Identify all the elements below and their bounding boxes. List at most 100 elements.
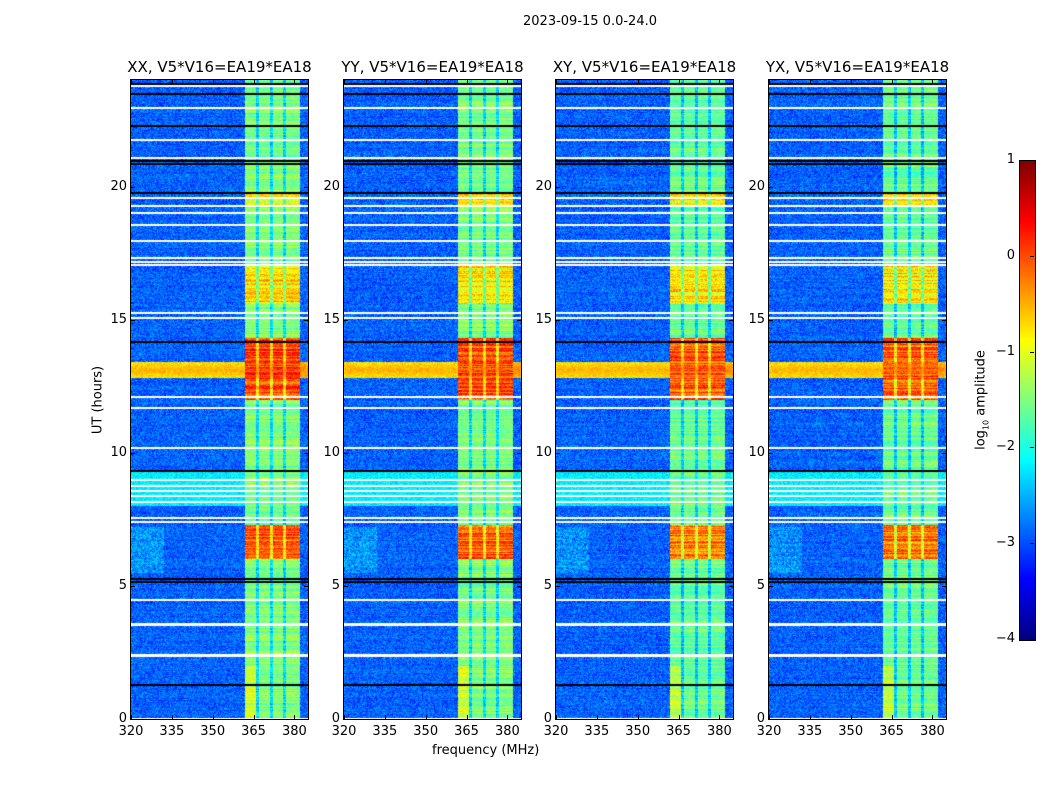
y-tick-label: 20 [535,178,552,194]
x-tick-mark [596,715,598,719]
x-tick-label: 350 [838,724,864,739]
x-tick-mark [253,80,255,84]
x-tick-mark [769,715,770,719]
x-tick-label: 350 [413,724,439,739]
y-tick-mark [729,319,733,321]
colorbar-label: log10 amplitude [974,350,991,450]
y-tick-label: 20 [323,178,340,194]
colorbar-gradient [1020,161,1035,640]
x-tick-mark [850,80,852,84]
y-tick-mark [729,452,733,454]
y-tick-mark [344,719,348,720]
y-tick-mark [344,452,348,454]
y-tick-mark [556,186,560,188]
y-tick-label: 10 [323,444,340,460]
y-tick-mark [304,319,308,321]
y-tick-label: 5 [756,577,765,593]
x-tick-mark [769,80,770,84]
y-tick-mark [131,319,135,321]
colorbar-tick-label: −3 [995,535,1015,551]
y-tick-label: 20 [748,178,765,194]
y-tick-mark [769,585,773,587]
y-tick-label: 0 [543,711,552,726]
x-tick-label: 335 [159,724,185,739]
y-tick-label: 0 [118,711,127,726]
y-tick-mark [769,186,773,188]
x-tick-mark [809,80,811,84]
y-tick-label: 0 [756,711,765,726]
y-tick-label: 20 [110,178,127,194]
y-tick-mark [769,319,773,321]
y-tick-mark [517,452,521,454]
x-tick-label: 365 [241,724,266,739]
x-tick-label: 320 [118,724,144,739]
y-tick-label: 10 [748,444,765,460]
y-tick-label: 15 [748,311,765,327]
colorbar-tick-mark [1030,255,1034,257]
y-tick-mark [304,186,308,188]
y-tick-mark [942,719,946,720]
x-tick-mark [891,715,893,719]
x-tick-mark [507,715,509,719]
colorbar-tick-mark [1030,639,1034,640]
x-tick-mark [596,80,598,84]
y-tick-mark [769,452,773,454]
x-tick-mark [678,80,680,84]
y-tick-mark [131,719,135,720]
x-tick-mark [384,80,386,84]
y-tick-mark [517,319,521,321]
x-tick-mark [932,715,934,719]
x-tick-mark [891,80,893,84]
y-tick-mark [942,186,946,188]
y-tick-mark [556,319,560,321]
y-tick-label: 5 [118,577,127,593]
colorbar-tick-label: 0 [1006,247,1015,263]
heatmap-image [556,80,733,719]
x-tick-mark [294,715,296,719]
y-tick-mark [131,186,135,188]
x-tick-mark [850,715,852,719]
x-tick-label: 365 [454,724,479,739]
x-tick-label: 380 [494,724,520,739]
y-tick-mark [344,585,348,587]
y-tick-mark [344,186,348,188]
heatmap-panel-1 [343,79,522,720]
x-tick-mark [212,80,214,84]
heatmap-panel-2 [555,79,734,720]
x-tick-mark [719,715,721,719]
x-tick-mark [344,715,345,719]
colorbar-tick-label: −1 [995,343,1015,359]
x-tick-mark [425,715,427,719]
y-tick-mark [942,319,946,321]
y-tick-label: 15 [535,311,552,327]
heatmap-image [769,80,946,719]
y-tick-mark [769,719,773,720]
x-tick-mark [932,80,934,84]
x-tick-mark [131,80,132,84]
y-tick-mark [304,719,308,720]
x-tick-mark [294,80,296,84]
panel-title: XY, V5*V16=EA19*EA18 [552,58,737,76]
y-tick-mark [942,585,946,587]
x-tick-label: 350 [200,724,226,739]
colorbar-tick-label: 1 [1006,152,1015,167]
colorbar-tick-mark [1030,160,1034,161]
colorbar-tick-label: −4 [995,631,1015,646]
heatmap-image [344,80,521,719]
x-tick-mark [809,715,811,719]
colorbar-label-sub: 10 [981,419,991,431]
y-tick-label: 0 [331,711,340,726]
y-tick-mark [942,452,946,454]
colorbar-tick-label: −2 [995,439,1015,455]
y-tick-mark [344,319,348,321]
y-tick-mark [729,719,733,720]
x-tick-label: 380 [281,724,307,739]
colorbar-label-log: log [973,430,989,450]
colorbar-tick-mark [1030,543,1034,545]
figure-suptitle: 2023-09-15 0.0-24.0 [523,14,657,29]
y-tick-label: 15 [110,311,127,327]
colorbar-label-suffix: amplitude [973,350,989,420]
y-tick-mark [304,585,308,587]
panel-title: YX, V5*V16=EA19*EA18 [765,58,950,76]
colorbar [1019,160,1036,641]
